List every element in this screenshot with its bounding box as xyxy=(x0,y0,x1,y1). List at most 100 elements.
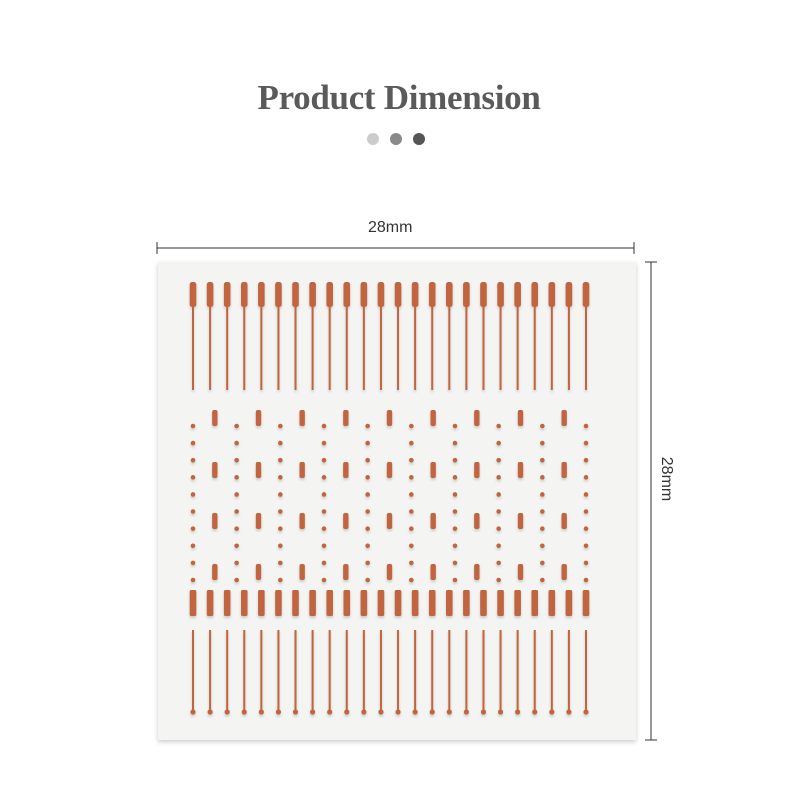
dot xyxy=(190,577,196,583)
dot xyxy=(583,526,589,531)
dot xyxy=(540,577,545,583)
needle-stem xyxy=(362,305,365,390)
needle-stem xyxy=(431,630,434,712)
dash xyxy=(474,462,480,478)
needle-stem xyxy=(482,630,485,712)
dot xyxy=(365,543,370,549)
needle-stem xyxy=(499,305,502,390)
needle-dot xyxy=(224,709,230,715)
bar xyxy=(428,590,436,616)
dot xyxy=(496,560,501,566)
dash xyxy=(343,410,349,426)
dot xyxy=(278,560,283,566)
needle-stem xyxy=(277,630,280,712)
dot xyxy=(365,560,370,566)
needle-head xyxy=(463,282,470,307)
needle-dot xyxy=(497,709,504,715)
needle-stem xyxy=(311,305,314,390)
bar xyxy=(565,590,573,616)
dash xyxy=(561,564,567,580)
dot xyxy=(540,440,545,446)
needle-dot xyxy=(378,709,384,715)
dot xyxy=(452,423,458,429)
dot xyxy=(409,440,414,446)
dash xyxy=(299,410,305,426)
dot xyxy=(190,475,196,480)
dot xyxy=(583,509,589,514)
dash xyxy=(561,410,567,426)
dot xyxy=(278,475,283,480)
dot xyxy=(321,509,327,514)
dot xyxy=(321,475,327,480)
dot xyxy=(190,440,196,446)
dot xyxy=(583,560,589,566)
dash xyxy=(474,564,480,580)
dot xyxy=(496,577,501,583)
dot xyxy=(540,509,545,514)
needle-head xyxy=(326,282,333,307)
needle-head xyxy=(206,282,214,307)
needle-stem xyxy=(345,630,348,712)
needle-stem xyxy=(414,305,417,390)
dot xyxy=(365,475,370,480)
bar xyxy=(480,590,487,616)
dot xyxy=(496,543,501,549)
nail-sticker-pattern xyxy=(189,282,590,715)
needle-stem xyxy=(243,305,246,390)
needle-stem xyxy=(397,630,400,712)
width-label: 28mm xyxy=(368,219,413,236)
dash xyxy=(212,462,218,478)
dash xyxy=(212,513,218,529)
needle-stem xyxy=(516,305,519,390)
dot xyxy=(278,457,283,463)
needle-stem xyxy=(379,305,382,390)
needle-dot xyxy=(258,709,264,715)
dot xyxy=(278,440,283,446)
dot xyxy=(409,492,414,497)
dot xyxy=(190,509,196,514)
dash xyxy=(561,513,567,529)
dash xyxy=(343,513,349,529)
needle-head xyxy=(275,282,282,307)
needle-head xyxy=(514,282,521,307)
dot xyxy=(496,423,501,429)
bar xyxy=(411,590,419,616)
dot xyxy=(409,509,414,514)
dot xyxy=(452,526,458,531)
needle-dot xyxy=(429,709,435,715)
needle-stem xyxy=(209,305,212,390)
needle-stem xyxy=(294,305,297,390)
bar xyxy=(275,590,282,616)
needle-stem xyxy=(209,630,212,712)
needle-head xyxy=(411,282,419,307)
pager-dot xyxy=(413,133,425,145)
dot xyxy=(234,457,239,463)
needle-stem xyxy=(260,630,263,712)
dot xyxy=(234,492,239,497)
dot xyxy=(452,577,458,583)
needle-stem xyxy=(328,630,331,712)
dash xyxy=(255,564,262,580)
dot xyxy=(278,577,283,583)
dot xyxy=(321,543,327,549)
dot xyxy=(321,577,327,583)
dash xyxy=(430,410,436,426)
dot xyxy=(583,543,589,549)
needle-dot xyxy=(566,709,572,715)
bar xyxy=(292,590,299,616)
needle-dot xyxy=(446,709,452,715)
dot xyxy=(234,560,239,566)
needle-stem xyxy=(550,305,553,390)
bar xyxy=(463,590,470,616)
dot xyxy=(234,577,239,583)
needle-stem xyxy=(226,305,229,390)
dash xyxy=(212,564,218,580)
needle-stem xyxy=(192,630,194,712)
dot xyxy=(452,457,458,463)
needle-stem xyxy=(567,305,570,390)
dot xyxy=(321,492,327,497)
needle-head xyxy=(446,282,453,307)
dot xyxy=(583,492,589,497)
dash xyxy=(299,462,305,478)
